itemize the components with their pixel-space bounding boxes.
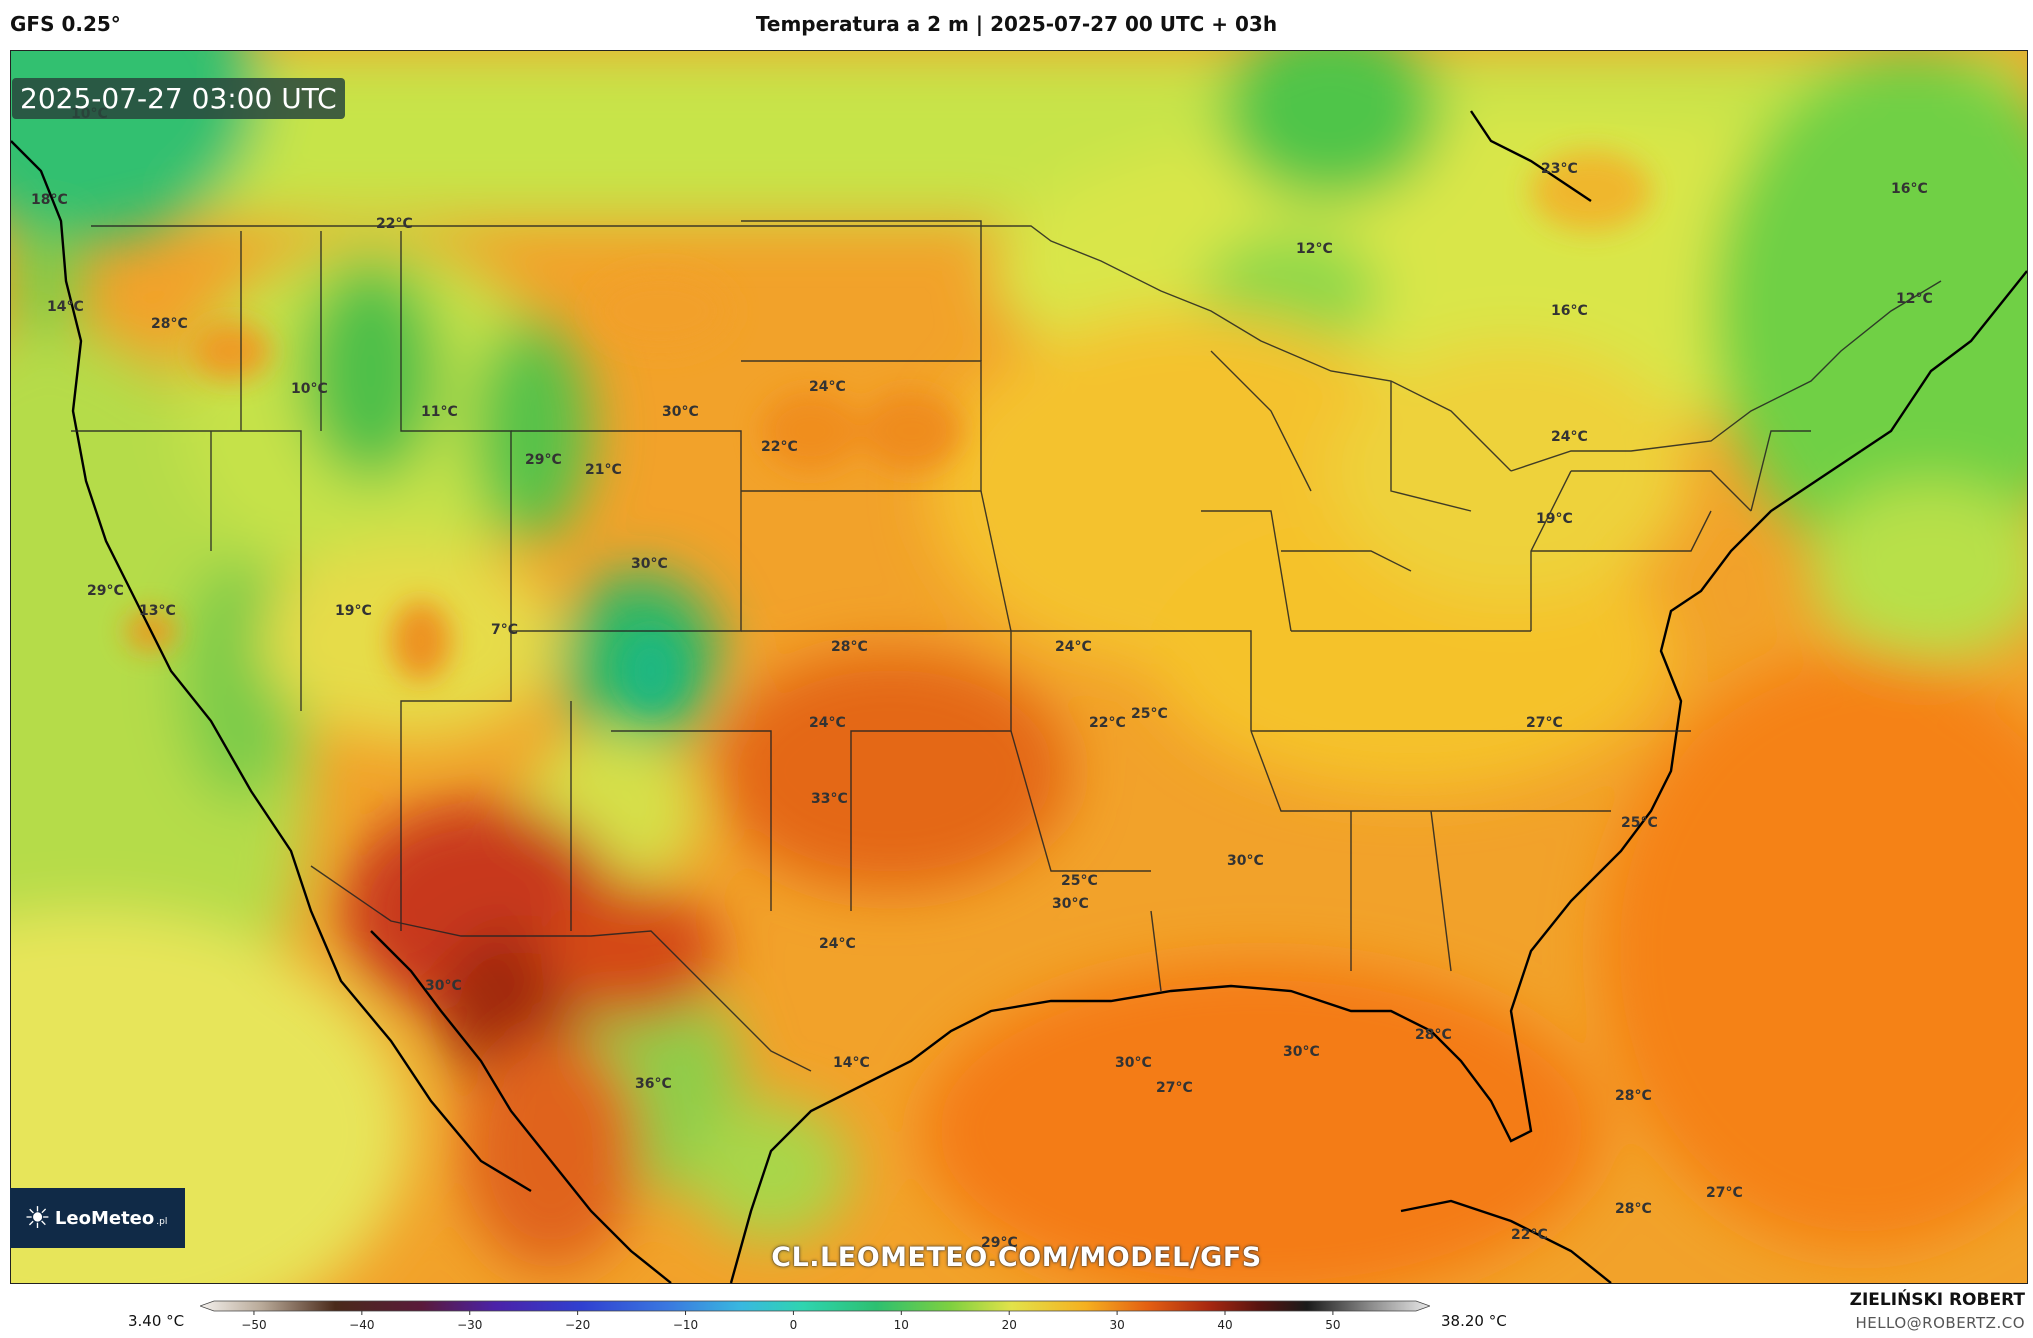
temperature-label: 30°C — [631, 556, 668, 572]
temperature-label: 16°C — [1551, 303, 1588, 319]
colorbar-tick-label: 30 — [1109, 1318, 1124, 1332]
colorbar-tick-label: −20 — [565, 1318, 590, 1332]
leometeo-logo[interactable]: ☀ LeoMeteo .pl — [10, 1188, 185, 1248]
temperature-label: 23°C — [1541, 161, 1578, 177]
temperature-map[interactable]: 10°C18°C14°C28°C22°C10°C11°C29°C30°C21°C… — [10, 50, 2028, 1284]
temperature-label: 30°C — [662, 404, 699, 420]
temperature-label: 22°C — [376, 216, 413, 232]
author-email[interactable]: HELLO@ROBERTZ.CO — [1855, 1314, 2025, 1332]
temperature-label: 24°C — [809, 379, 846, 395]
colorbar-tick-label: −30 — [457, 1318, 482, 1332]
author-name: ZIELIŃSKI ROBERT — [1849, 1290, 2025, 1310]
temperature-label: 24°C — [1055, 639, 1092, 655]
temperature-label: 29°C — [525, 452, 562, 468]
colorbar-max: 38.20 °C — [1441, 1312, 1507, 1330]
temperature-label: 12°C — [1296, 241, 1333, 257]
colorbar-tick-label: 20 — [1002, 1318, 1017, 1332]
colorbar-tick-label: −40 — [349, 1318, 374, 1332]
temperature-label: 24°C — [1551, 429, 1588, 445]
temperature-label: 7°C — [491, 622, 518, 638]
temperature-label: 28°C — [1415, 1027, 1452, 1043]
temperature-label: 29°C — [981, 1235, 1018, 1251]
temperature-label: 11°C — [421, 404, 458, 420]
temperature-label: 36°C — [635, 1076, 672, 1092]
temperature-label: 13°C — [139, 603, 176, 619]
temperature-label: 19°C — [335, 603, 372, 619]
temperature-label: 30°C — [1227, 853, 1264, 869]
colorbar: −50 −40 −30 −20 −10 0 10 20 30 40 50 — [200, 1300, 1430, 1332]
colorbar-tick-label: −50 — [241, 1318, 266, 1332]
temperature-label: 30°C — [1283, 1044, 1320, 1060]
temperature-label: 29°C — [87, 583, 124, 599]
colorbar-tick-label: −10 — [673, 1318, 698, 1332]
temperature-label: 27°C — [1706, 1185, 1743, 1201]
temperature-label: 30°C — [1052, 896, 1089, 912]
valid-time-badge: 2025-07-27 03:00 UTC — [12, 78, 345, 119]
temperature-label: 25°C — [1131, 706, 1168, 722]
colorbar-tick-label: 40 — [1217, 1318, 1232, 1332]
source-watermark: CL.LEOMETEO.COM/MODEL/GFS — [771, 1242, 1262, 1273]
colorbar-tick-label: 10 — [894, 1318, 909, 1332]
temperature-label: 24°C — [819, 936, 856, 952]
temperature-label: 14°C — [833, 1055, 870, 1071]
temperature-label: 27°C — [1526, 715, 1563, 731]
model-name: GFS 0.25° — [10, 12, 121, 36]
temperature-label: 19°C — [1536, 511, 1573, 527]
colorbar-min: 3.40 °C — [128, 1312, 185, 1330]
temperature-label: 28°C — [1615, 1201, 1652, 1217]
sun-icon: ☀ — [24, 1200, 51, 1236]
temperature-label: 16°C — [1891, 181, 1928, 197]
logo-suffix: .pl — [156, 1217, 168, 1227]
temperature-label: 30°C — [1115, 1055, 1152, 1071]
logo-brand: LeoMeteo — [54, 1207, 155, 1229]
temperature-label: 28°C — [1615, 1088, 1652, 1104]
temperature-label: 28°C — [151, 316, 188, 332]
temperature-label: 30°C — [425, 978, 462, 994]
temperature-label: 22°C — [1089, 715, 1126, 731]
temperature-label: 27°C — [1156, 1080, 1193, 1096]
temperature-label: 25°C — [1061, 873, 1098, 889]
colorbar-tick-label: 0 — [790, 1318, 798, 1332]
temperature-label: 25°C — [1621, 815, 1658, 831]
temperature-label: 18°C — [31, 192, 68, 208]
temperature-label: 22°C — [1511, 1227, 1548, 1243]
temperature-label: 14°C — [47, 299, 84, 315]
temperature-label: 21°C — [585, 462, 622, 478]
temperature-label: 10°C — [291, 381, 328, 397]
map-title: Temperatura a 2 m | 2025-07-27 00 UTC + … — [755, 12, 1278, 36]
temperature-label: 28°C — [831, 639, 868, 655]
colorbar-tick-label: 50 — [1325, 1318, 1340, 1332]
temperature-label: 33°C — [811, 791, 848, 807]
temperature-label: 12°C — [1896, 291, 1933, 307]
temperature-label: 22°C — [761, 439, 798, 455]
temperature-label: 24°C — [809, 715, 846, 731]
